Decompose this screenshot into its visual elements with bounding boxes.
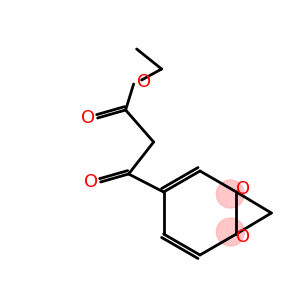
Text: O: O — [136, 73, 151, 91]
Circle shape — [216, 180, 244, 208]
Text: O: O — [81, 109, 95, 127]
Circle shape — [216, 218, 244, 246]
Text: O: O — [84, 173, 98, 191]
Text: O: O — [236, 180, 250, 198]
Text: O: O — [236, 228, 250, 246]
